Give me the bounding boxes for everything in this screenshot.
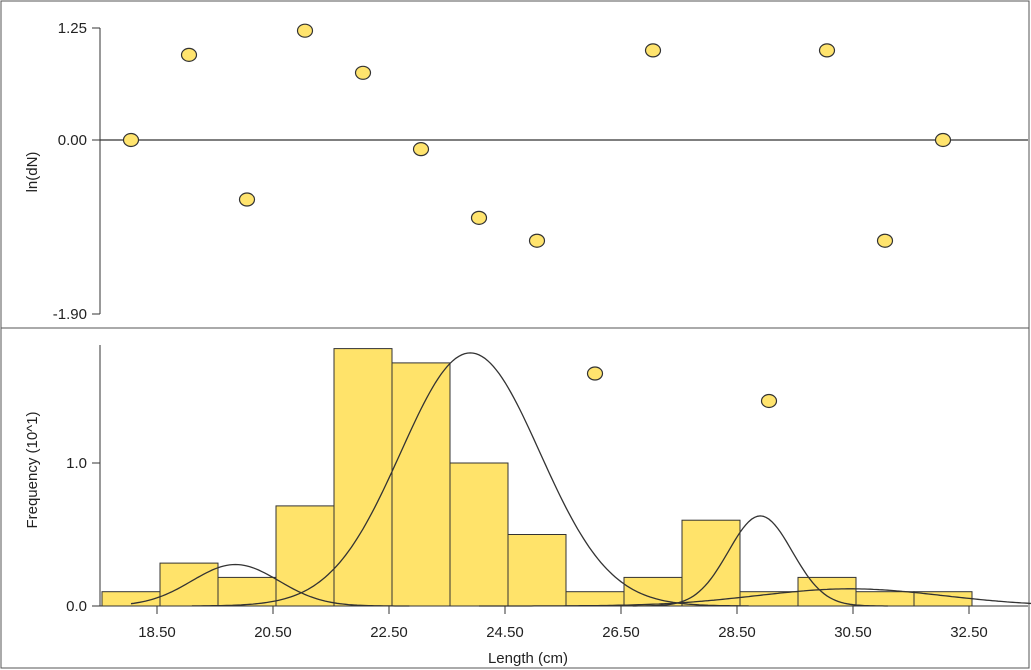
fitted-curves [130,352,1031,607]
histogram-bar-2 [159,562,219,607]
histogram-bar-7 [449,462,509,607]
scatter-point-1 [122,132,140,148]
histogram-bar-9 [565,591,625,607]
scatter-point-12 [760,393,778,409]
histogram-bar-3 [217,576,277,607]
top-panel-border [0,0,1030,329]
histogram-bar-10 [623,576,683,607]
bottom-y-axis-label: Frequency (10^1) [24,411,41,528]
xtick-label-1: 18.50 [138,624,176,641]
xtick-label-8: 32.50 [950,624,988,641]
xtick-label-5: 26.50 [602,624,640,641]
bottom-ytick-2: 0.0 [66,598,87,615]
scatter-point-4 [296,23,314,38]
fitted-curve-2 [191,352,749,607]
top-y-axis-label: ln(dN) [24,152,41,193]
histogram-bars [101,348,973,607]
histogram-bar-8 [507,534,567,607]
scatter-point-9 [586,366,604,381]
histogram-bar-6 [391,362,451,607]
scatter-point-7 [470,210,488,225]
length-frequency-histogram: 1.0 0.0 18.50 20.50 22.50 24.50 26.50 28.50 30… [24,345,1031,667]
xtick-label-2: 20.50 [254,624,292,641]
histogram-bar-14 [855,591,915,607]
histogram-bar-5 [333,348,393,607]
bottom-x-axis-label: Length (cm) [488,650,568,667]
scatter-points [122,23,952,409]
histogram-bar-1 [101,591,161,607]
xtick-label-3: 22.50 [370,624,408,641]
top-ytick-3: -1.90 [53,306,87,323]
fitted-curve-1 [130,563,410,607]
histogram-bar-13 [797,576,857,607]
scatter-point-2 [180,47,198,62]
scatter-point-13 [818,43,836,58]
histogram-bar-4 [275,505,335,607]
residual-scatter-plot: 1.25 0.00 -1.90 ln(dN) [24,20,1028,409]
bottom-ytick-1: 1.0 [66,455,87,472]
xtick-label-7: 30.50 [834,624,872,641]
top-ytick-1: 1.25 [58,20,87,37]
x-ticks: 18.50 20.50 22.50 24.50 26.50 28.50 30.50 32.50 [138,606,988,641]
scatter-point-6 [412,142,430,157]
xtick-label-6: 28.50 [718,624,756,641]
scatter-point-10 [644,43,662,58]
scatter-point-14 [876,233,894,248]
scatter-point-5 [354,65,372,80]
scatter-point-3 [238,192,256,207]
histogram-bar-11 [681,519,741,607]
top-ytick-2: 0.00 [58,132,87,149]
scatter-point-8 [528,233,546,248]
scatter-point-15 [934,132,952,148]
bottom-panel-border [0,327,1030,669]
xtick-label-4: 24.50 [486,624,524,641]
